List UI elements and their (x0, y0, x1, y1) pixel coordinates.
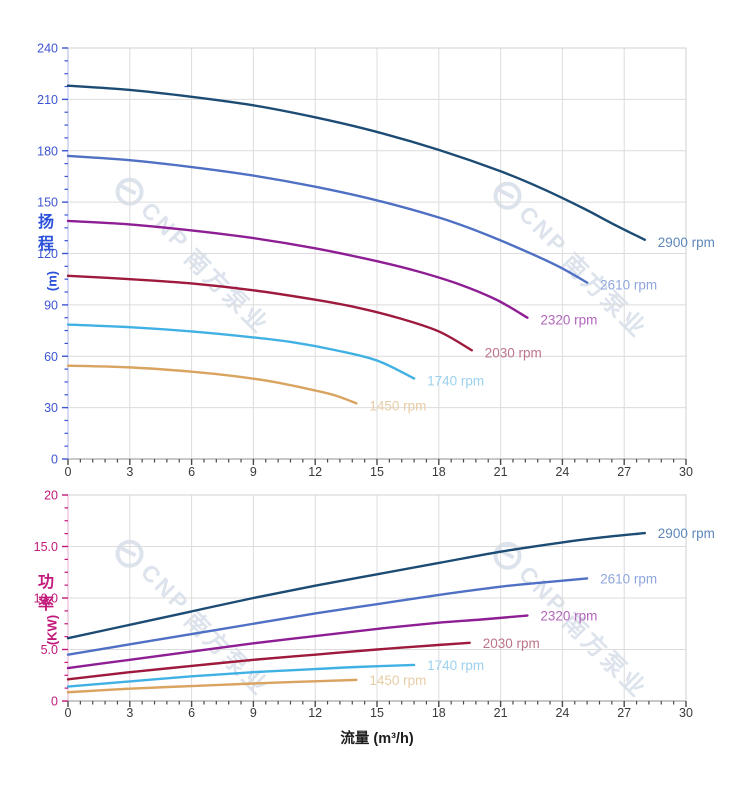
watermark-cn-text: 南方泵业 (556, 248, 653, 344)
y-tick-label: 180 (37, 144, 58, 158)
x-tick-label: 9 (250, 465, 257, 479)
watermark-cnp-text: CNP (513, 560, 573, 620)
x-tick-label: 0 (65, 706, 72, 720)
head-vs-flow-curve-2320-rpm (66, 219, 529, 319)
watermark-cnp-text: CNP (135, 558, 195, 618)
power-vs-flow-curve-2320-rpm (66, 614, 529, 670)
power-vs-flow-label-2030-rpm: 2030 rpm (483, 636, 540, 651)
x-tick-label: 27 (617, 706, 631, 720)
power-axis-unit: (KW) (44, 614, 60, 646)
y-tick-label: 20 (44, 489, 58, 503)
y-tick-label: 0 (51, 453, 58, 467)
y-tick-label: 15.0 (34, 540, 58, 554)
x-tick-label: 30 (679, 465, 693, 479)
y-tick-label: 0 (51, 695, 58, 709)
head-vs-flow-label-2320-rpm: 2320 rpm (540, 313, 597, 328)
y-tick-label: 60 (44, 350, 58, 364)
x-tick-label: 12 (308, 465, 322, 479)
head-vs-flow-label-1450-rpm: 1450 rpm (369, 398, 426, 413)
x-tick-label: 18 (432, 706, 446, 720)
head-vs-flow-label-2900-rpm: 2900 rpm (658, 235, 715, 250)
watermark: CNP 南方泵业 (486, 173, 658, 345)
x-tick-label: 21 (494, 465, 508, 479)
power-vs-flow-curve-1450-rpm (66, 678, 358, 694)
power-vs-flow-label-1450-rpm: 1450 rpm (369, 673, 426, 688)
head-vs-flow-label-2030-rpm: 2030 rpm (485, 345, 542, 360)
watermark-cn-text: 南方泵业 (556, 608, 653, 704)
x-tick-label: 15 (370, 706, 384, 720)
x-tick-label: 18 (432, 465, 446, 479)
head-axis-title: 扬程 (37, 214, 54, 254)
x-tick-label: 9 (250, 706, 257, 720)
watermark: CNP 南方泵业 (108, 531, 280, 703)
power-vs-flow-label-2900-rpm: 2900 rpm (658, 526, 715, 541)
y-tick-label: 210 (37, 93, 58, 107)
head-vs-flow-curve-1740-rpm (66, 323, 416, 380)
watermark-cn-text: 南方泵业 (178, 606, 275, 702)
power-vs-flow-label-1740-rpm: 1740 rpm (427, 658, 484, 673)
watermark-cnp-text: CNP (513, 200, 573, 260)
watermark: CNP 南方泵业 (486, 533, 658, 705)
watermark-cnp-text: CNP (135, 196, 195, 256)
y-tick-label: 150 (37, 196, 58, 210)
power-axis-title: 功率 (37, 574, 54, 614)
x-tick-label: 6 (188, 465, 195, 479)
y-tick-label: 30 (44, 401, 58, 415)
x-tick-label: 3 (126, 465, 133, 479)
flow-axis-title: 流量 (m³/h) (340, 731, 414, 747)
y-tick-label: 240 (37, 42, 58, 56)
x-tick-label: 6 (188, 706, 195, 720)
x-tick-label: 15 (370, 465, 384, 479)
x-tick-label: 0 (65, 465, 72, 479)
head-vs-flow-curve-1450-rpm (66, 364, 358, 405)
y-tick-label: 90 (44, 298, 58, 312)
watermark: CNP 南方泵业 (108, 169, 280, 341)
plot-border (67, 47, 687, 460)
x-tick-label: 24 (555, 706, 569, 720)
x-tick-label: 24 (555, 465, 569, 479)
x-tick-label: 21 (494, 706, 508, 720)
x-tick-label: 12 (308, 706, 322, 720)
x-tick-label: 30 (679, 706, 693, 720)
x-tick-label: 3 (126, 706, 133, 720)
head-axis-unit: (m) (44, 270, 60, 292)
watermark-cn-text: 南方泵业 (178, 244, 275, 340)
head-vs-flow-label-1740-rpm: 1740 rpm (427, 374, 484, 389)
x-tick-label: 27 (617, 465, 631, 479)
power-vs-flow-label-2610-rpm: 2610 rpm (600, 571, 657, 586)
